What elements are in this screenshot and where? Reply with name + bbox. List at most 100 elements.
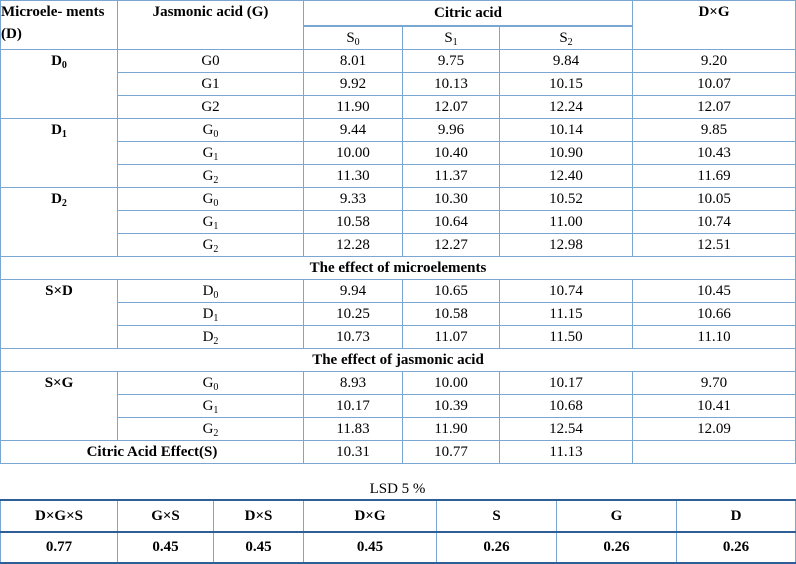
value-s0: 10.73: [303, 325, 403, 349]
value-s1: 11.37: [402, 164, 500, 188]
jasmonic-level: G0: [117, 187, 304, 211]
table-row: G1 10.58 10.64 11.00 10.74: [1, 210, 796, 234]
table-row: D2 G0 9.33 10.30 10.52 10.05: [0, 187, 796, 257]
lsd-title: LSD 5 %: [369, 481, 426, 497]
value-s2: 9.84: [499, 49, 633, 73]
value-s2: 12.54: [499, 417, 633, 441]
value-dxg: 10.07: [632, 72, 796, 96]
citric-effect-s1: 10.77: [402, 440, 500, 464]
table-row: D2 10.73 11.07 11.50 11.10: [1, 325, 796, 349]
jasmonic-level: G2: [117, 164, 304, 188]
value-s0: 10.17: [303, 394, 403, 418]
header-s0: S0: [303, 25, 403, 50]
value-s0: 9.33: [303, 187, 403, 211]
value-s1: 11.90: [402, 417, 500, 441]
citric-effect-empty: [632, 440, 796, 464]
table-row: G1 10.00 10.40 10.90 10.43: [1, 141, 796, 165]
section-label: S×D: [0, 279, 118, 349]
table-row: G2 11.83 11.90 12.54 12.09: [1, 417, 796, 441]
value-s2: 10.68: [499, 394, 633, 418]
lsd-value: 0.26: [436, 532, 557, 564]
value-s0: 8.93: [303, 371, 403, 395]
value-dxg: 9.85: [632, 118, 796, 142]
value-s1: 12.07: [402, 95, 500, 119]
section-title-row: The effect of microelements: [0, 256, 796, 280]
lsd-header: D×G×S: [0, 499, 118, 533]
jasmonic-level: G1: [117, 210, 304, 234]
citric-effect-row: Citric Acid Effect(S) 10.31 10.77 11.13: [0, 440, 796, 464]
value-dxg: 12.07: [632, 95, 796, 119]
value-dxg: 10.05: [632, 187, 796, 211]
lsd-values-row: 0.77 0.45 0.45 0.45 0.26 0.26 0.26: [0, 532, 796, 564]
table-row: D0 G0 8.01 9.75 9.84 9.20: [0, 49, 796, 119]
citric-effect-s2: 11.13: [499, 440, 633, 464]
table-row: S×D D0 9.94 10.65 10.74 10.45: [0, 279, 796, 349]
value-s2: 10.74: [499, 279, 633, 303]
level-label: D1: [117, 302, 304, 326]
citric-effect-label: Citric Acid Effect(S): [0, 440, 304, 464]
lsd-value: 0.45: [213, 532, 304, 564]
level-label: G1: [117, 394, 304, 418]
group-label: D0: [0, 49, 118, 119]
value-s1: 10.58: [402, 302, 500, 326]
value-s0: 10.58: [303, 210, 403, 234]
value-s2: 11.50: [499, 325, 633, 349]
value-dxg: 9.20: [632, 49, 796, 73]
section-title-row: The effect of jasmonic acid: [0, 348, 796, 372]
table-row: S×G G0 8.93 10.00 10.17 9.70: [0, 371, 796, 441]
value-s1: 10.39: [402, 394, 500, 418]
value-s1: 11.07: [402, 325, 500, 349]
lsd-header: D×G: [303, 499, 437, 533]
group-label: D2: [0, 187, 118, 257]
lsd-header: D×S: [213, 499, 304, 533]
value-dxg: 10.74: [632, 210, 796, 234]
level-label: D0: [117, 279, 304, 303]
value-s0: 11.90: [303, 95, 403, 119]
jasmonic-level: G0: [117, 118, 304, 142]
value-dxg: 11.10: [632, 325, 796, 349]
jasmonic-level: G0: [117, 49, 304, 73]
value-s2: 12.40: [499, 164, 633, 188]
value-s1: 12.27: [402, 233, 500, 257]
value-s0: 9.44: [303, 118, 403, 142]
value-s2: 10.52: [499, 187, 633, 211]
jasmonic-level: G2: [117, 233, 304, 257]
header-citric-acid: Citric acid: [303, 0, 633, 27]
jasmonic-level: G2: [117, 95, 304, 119]
level-label: G2: [117, 417, 304, 441]
value-dxg: 10.66: [632, 302, 796, 326]
lsd-header: D: [676, 499, 796, 533]
results-table: Microele- ments (D) Jasmonic acid (G) Ci…: [0, 0, 796, 464]
section-title: The effect of jasmonic acid: [0, 348, 796, 372]
table-row: G1 10.17 10.39 10.68 10.41: [1, 394, 796, 418]
value-s0: 9.94: [303, 279, 403, 303]
lsd-header: S: [436, 499, 557, 533]
results-table-body: Microele- ments (D) Jasmonic acid (G) Ci…: [0, 0, 796, 464]
value-dxg: 12.51: [632, 233, 796, 257]
value-s2: 12.24: [499, 95, 633, 119]
value-s0: 9.92: [303, 72, 403, 96]
lsd-table: D×G×S G×S D×S D×G S G D 0.77 0.45 0.45 0.45 0.26 0.…: [0, 499, 796, 564]
value-s2: 10.17: [499, 371, 633, 395]
jasmonic-level: G1: [117, 141, 304, 165]
lsd-header: G×S: [117, 499, 214, 533]
lsd-value: 0.26: [676, 532, 796, 564]
value-s0: 10.00: [303, 141, 403, 165]
value-s1: 9.75: [402, 49, 500, 73]
value-s1: 10.30: [402, 187, 500, 211]
value-dxg: 12.09: [632, 417, 796, 441]
lsd-header-row: D×G×S G×S D×S D×G S G D: [0, 499, 796, 533]
section-label: S×G: [0, 371, 118, 441]
section-title: The effect of microelements: [0, 256, 796, 280]
value-s1: 10.65: [402, 279, 500, 303]
table-row: G1 9.92 10.13 10.15 10.07: [1, 72, 796, 96]
level-label: D2: [117, 325, 304, 349]
value-s1: 10.13: [402, 72, 500, 96]
lsd-value: 0.45: [303, 532, 437, 564]
value-s0: 10.25: [303, 302, 403, 326]
table-row: G2 11.90 12.07 12.24 12.07: [1, 95, 796, 119]
group-label: D1: [0, 118, 118, 188]
value-dxg: 10.45: [632, 279, 796, 303]
citric-effect-s0: 10.31: [303, 440, 403, 464]
table-row: D1 10.25 10.58 11.15 10.66: [1, 302, 796, 326]
